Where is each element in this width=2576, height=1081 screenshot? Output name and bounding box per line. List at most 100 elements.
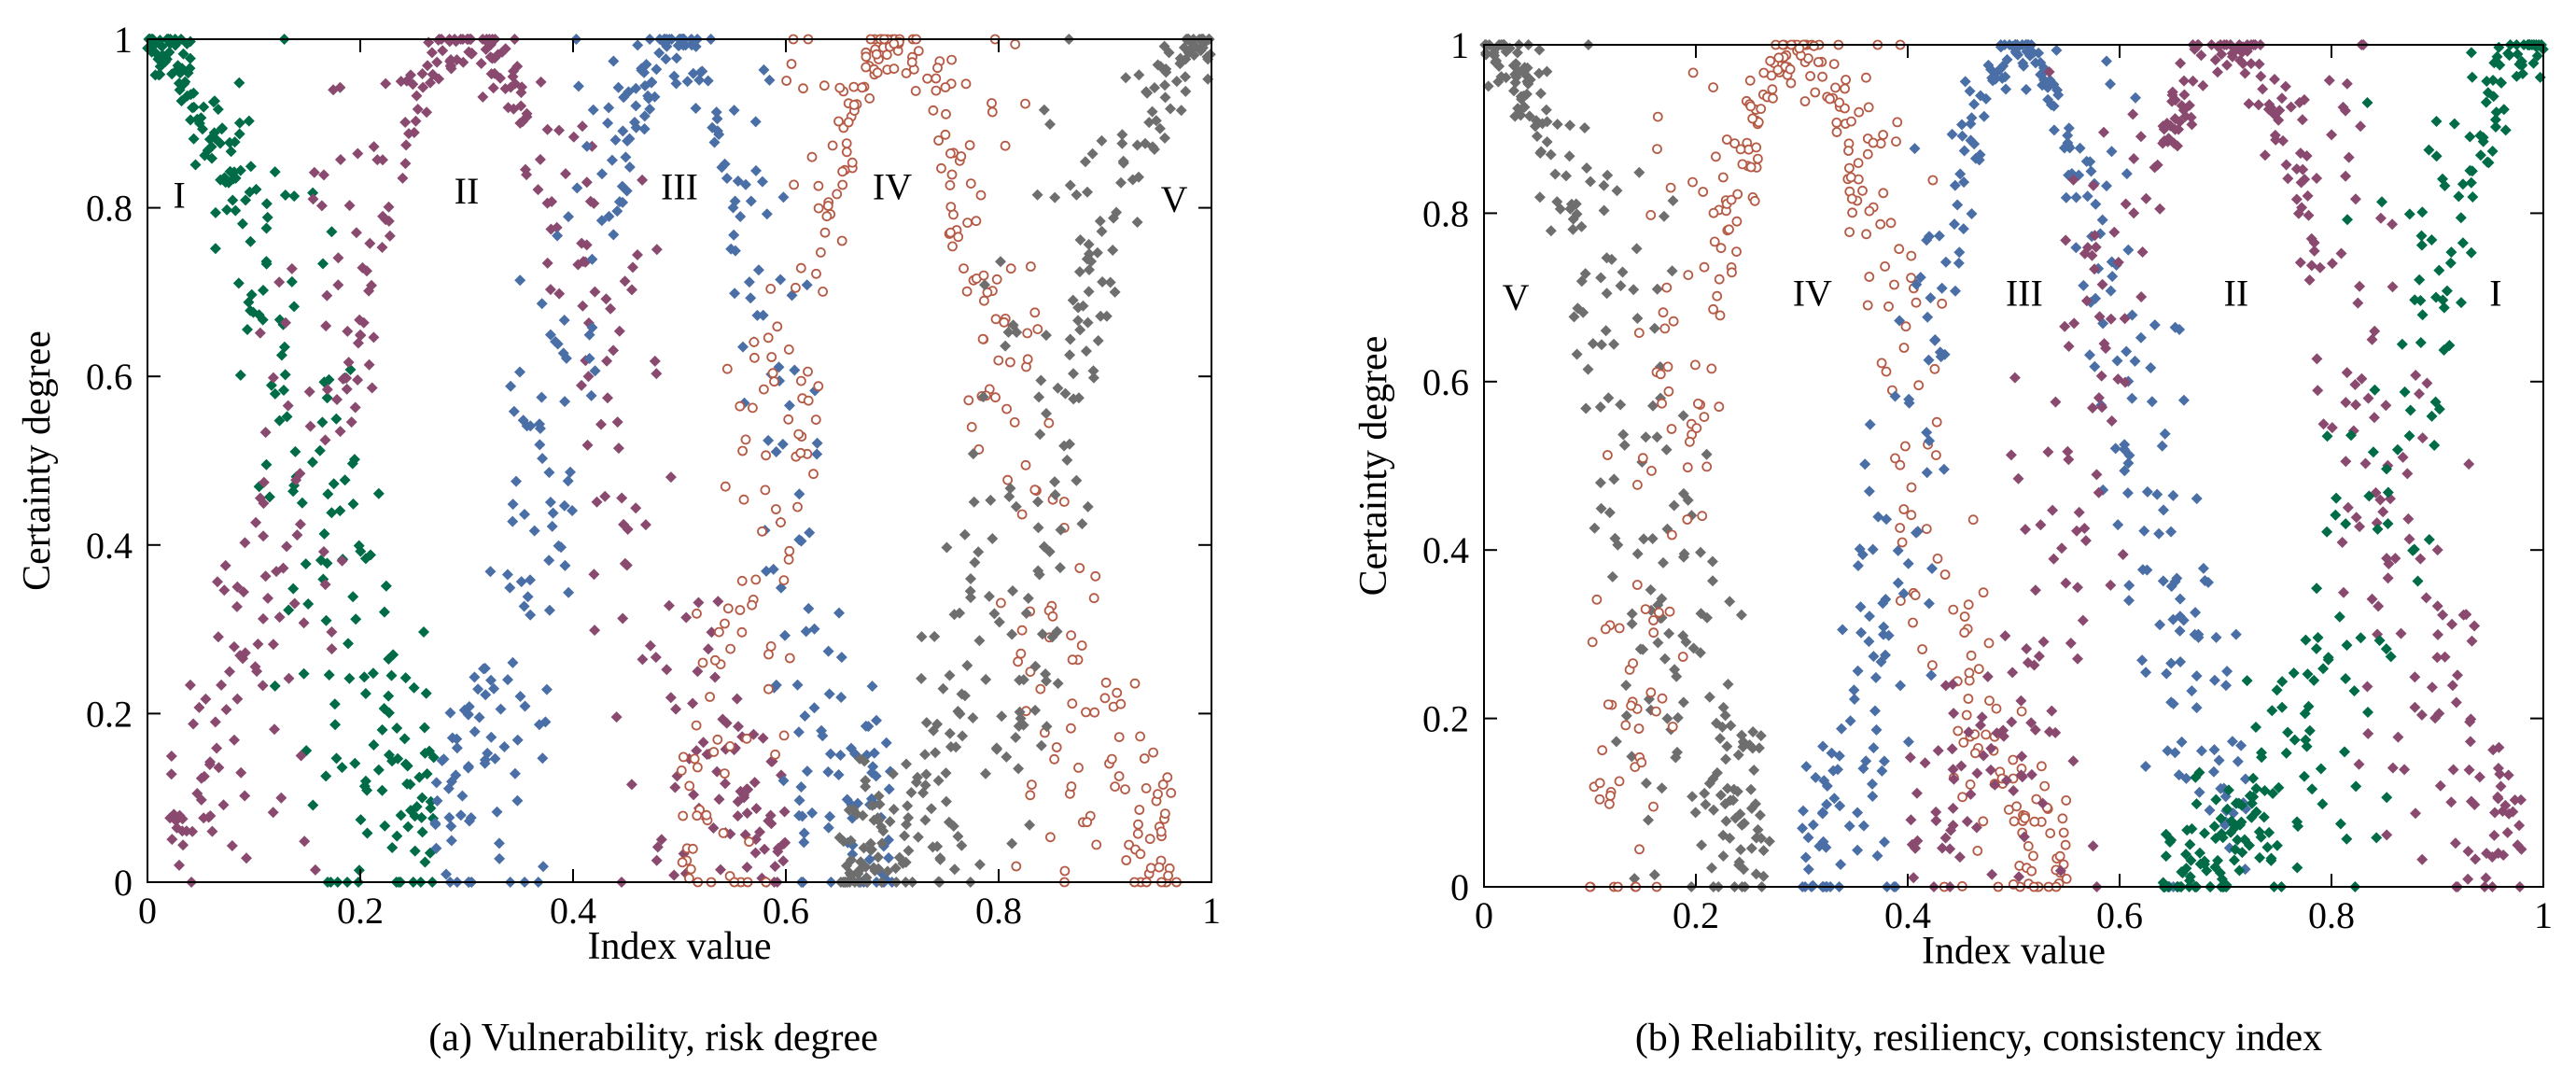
point-V: [1010, 732, 1022, 743]
point-III: [749, 116, 762, 128]
y-tick-label: 1: [1450, 24, 1469, 66]
caption-panel-b: (b) Reliability, resiliency, consistency…: [1635, 1017, 2322, 1060]
point-III: [581, 140, 593, 152]
point-II: [693, 597, 705, 609]
point-IV: [1698, 187, 1709, 197]
point-V: [1545, 225, 1557, 237]
point-I: [243, 296, 255, 308]
point-II: [2154, 203, 2166, 215]
point-V: [1564, 119, 1576, 132]
point-II: [1937, 842, 1948, 854]
point-II: [544, 284, 556, 296]
point-IV: [1948, 604, 1959, 615]
point-III: [559, 559, 571, 571]
point-I: [399, 758, 412, 770]
point-I: [2513, 58, 2526, 70]
point-I: [288, 190, 301, 203]
point-III: [1867, 791, 1879, 802]
point-IV: [697, 657, 708, 668]
point-II: [226, 840, 238, 851]
point-V: [1721, 782, 1733, 794]
point-III: [1852, 807, 1864, 819]
point-II: [326, 626, 338, 638]
point-III: [2165, 581, 2177, 593]
point-V: [1561, 170, 1572, 182]
class-label-I: I: [2489, 273, 2501, 315]
point-V: [1083, 286, 1095, 298]
point-I: [376, 723, 388, 736]
point-IV: [813, 381, 824, 392]
point-III: [507, 656, 519, 668]
point-V: [1091, 246, 1103, 259]
point-I: [2215, 812, 2227, 824]
point-V: [1020, 608, 1032, 619]
point-V: [899, 830, 911, 842]
point-III: [1857, 820, 1869, 832]
point-III: [1863, 485, 1875, 498]
point-II: [649, 355, 661, 367]
point-II: [326, 643, 338, 655]
point-V: [1724, 596, 1736, 608]
point-III: [502, 674, 513, 686]
point-IV: [2039, 780, 2051, 792]
point-IV: [761, 450, 771, 461]
point-IV: [1633, 723, 1645, 734]
point-V: [1694, 647, 1706, 659]
point-I: [2439, 180, 2451, 191]
point-III: [1950, 285, 1961, 297]
point-II: [2401, 468, 2414, 480]
point-IV: [956, 151, 967, 161]
point-III: [1802, 863, 1814, 876]
point-IV: [906, 57, 917, 68]
point-V: [1170, 76, 1183, 88]
point-I: [321, 392, 333, 404]
point-IV: [945, 227, 956, 238]
point-I: [358, 671, 371, 683]
point-III: [793, 809, 805, 821]
point-II: [2262, 104, 2275, 116]
point-IV: [1766, 70, 1777, 81]
point-III: [518, 600, 530, 612]
point-III: [1925, 669, 1938, 681]
point-IV: [1066, 630, 1076, 640]
plot-frame: [1483, 44, 2544, 888]
point-V: [1677, 696, 1689, 709]
point-IV: [961, 286, 973, 297]
point-IV: [965, 178, 976, 190]
point-I: [2241, 675, 2253, 687]
point-V: [1079, 156, 1091, 168]
point-I: [174, 84, 186, 96]
point-II: [2025, 768, 2037, 780]
point-IV: [1000, 140, 1011, 151]
point-II: [195, 793, 207, 806]
point-III: [469, 725, 481, 737]
point-V: [872, 851, 884, 863]
point-V: [1677, 487, 1689, 499]
point-IV: [1864, 205, 1875, 217]
point-I: [329, 698, 341, 710]
point-V: [1147, 141, 1158, 153]
point-IV: [1013, 656, 1023, 667]
point-I: [2341, 639, 2353, 652]
point-V: [1753, 742, 1765, 754]
point-III: [642, 90, 654, 102]
point-I: [2367, 446, 2379, 458]
point-V: [1603, 507, 1616, 519]
point-IV: [813, 180, 824, 191]
point-V: [1043, 546, 1056, 557]
point-IV: [1906, 273, 1916, 284]
point-V: [1668, 499, 1680, 512]
point-IV: [1016, 509, 1028, 520]
point-IV: [931, 73, 942, 84]
point-IV: [748, 402, 758, 414]
point-I: [2300, 634, 2312, 646]
point-II: [2457, 609, 2470, 621]
point-II: [457, 56, 469, 68]
point-III: [546, 520, 558, 532]
point-III: [2151, 488, 2163, 500]
point-II: [2080, 295, 2093, 307]
point-I: [2396, 338, 2408, 350]
point-III: [2207, 765, 2219, 778]
point-I: [2250, 722, 2261, 733]
point-IV: [1900, 321, 1911, 332]
